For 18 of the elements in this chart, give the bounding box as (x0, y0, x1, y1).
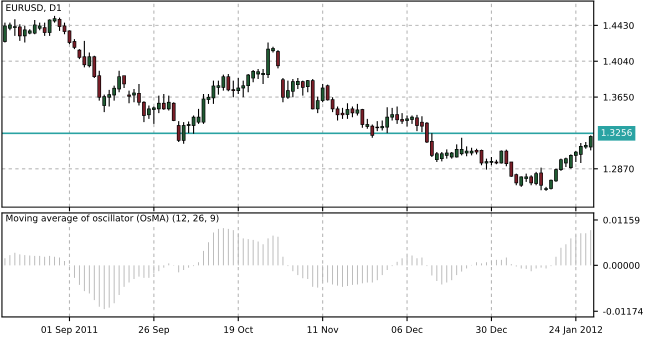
y-tick-label: -0.01174 (603, 308, 643, 315)
chart-title: EURUSD, D1 (6, 4, 61, 12)
x-tick-label: 06 Dec (392, 326, 422, 333)
x-tick-label: 24 Jan 2012 (549, 326, 602, 335)
x-tick-label: 30 Dec (476, 326, 507, 333)
x-tick-label: 19 Oct (224, 326, 254, 333)
y-tick-label: 1.2870 (604, 166, 634, 172)
y-tick-label: 1.3650 (604, 94, 634, 101)
x-tick-label: 11 Nov (308, 326, 338, 333)
y-tick-label: 0.00000 (603, 262, 640, 269)
ref-line-label: 1.3256 (602, 129, 632, 136)
candlestick (276, 50, 280, 69)
y-tick-label: 1.4430 (604, 22, 634, 29)
x-tick-label: 01 Sep 2011 (41, 326, 98, 335)
x-tick-label: 26 Sep (138, 326, 170, 335)
y-tick-label: 1.4040 (604, 58, 634, 65)
y-tick-label: 0.01159 (603, 216, 640, 224)
chart-title: Moving average of oscillator (OsMA) (12, 26, 9) (6, 214, 218, 224)
